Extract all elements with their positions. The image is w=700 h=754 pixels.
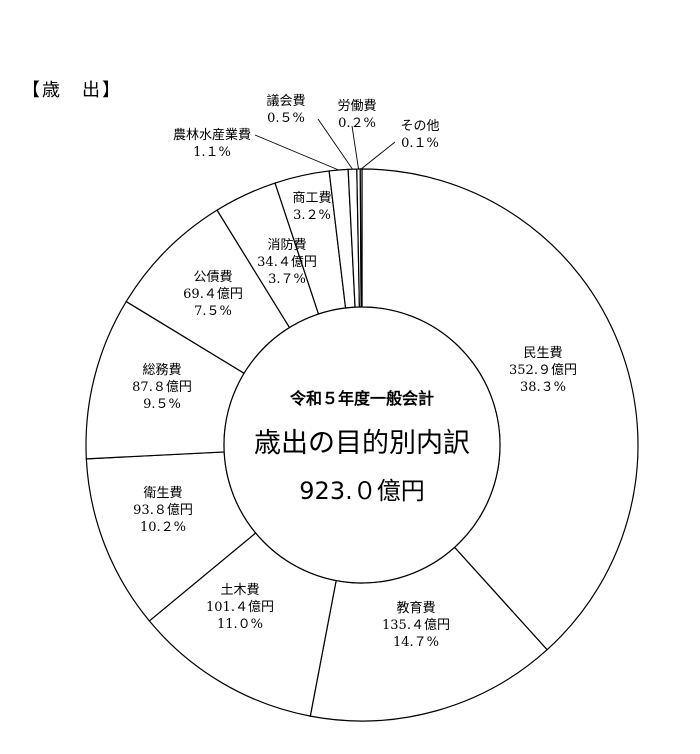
slice-その他 xyxy=(359,168,363,308)
slice-label-総務費: 総務費 87.８億円 9.５% xyxy=(132,363,192,412)
leader-line-労働費 xyxy=(351,125,359,170)
section-heading: 【歳 出】 xyxy=(22,80,122,101)
center-title: 歳出の目的別内訳 xyxy=(254,428,470,459)
leader-line-農林水産業費 xyxy=(254,134,339,171)
slice-label-教育費: 教育費 135.４億円 14.７% xyxy=(382,600,450,650)
slice-label-商工費: 商工費 3.２% xyxy=(292,191,331,223)
donut-hole xyxy=(223,306,501,584)
slice-label-衛生費: 衛生費 93.８億円 10.２% xyxy=(133,486,193,535)
slice-label-その他: その他 0.１% xyxy=(400,119,439,151)
slice-label-土木費: 土木費 101.４億円 11.０% xyxy=(206,583,274,632)
slice-label-公債費: 公債費 69.４億円 7.５% xyxy=(183,270,243,319)
slice-label-group: 民生費 352.９億円 38.３% 教育費 135.４億円 14.７% 土木費 101.４億円… xyxy=(132,94,577,650)
center-total: 923.０億円 xyxy=(299,477,424,505)
slice-group xyxy=(85,168,639,722)
slice-label-民生費: 民生費 352.９億円 38.３% xyxy=(509,346,577,395)
slice-label-労働費: 労働費 0.２% xyxy=(337,99,376,131)
slice-label-消防費: 消防費 34.４億円 3.７% xyxy=(257,237,317,287)
center-subtitle: 令和５年度一般会計 xyxy=(289,389,434,408)
leader-line-議会費 xyxy=(317,118,353,170)
leader-line-group xyxy=(254,118,396,171)
slice-label-議会費: 議会費 0.５% xyxy=(266,94,305,126)
leader-line-その他 xyxy=(360,141,396,170)
slice-label-農林水産業費: 農林水産業費 1.１% xyxy=(173,127,251,160)
